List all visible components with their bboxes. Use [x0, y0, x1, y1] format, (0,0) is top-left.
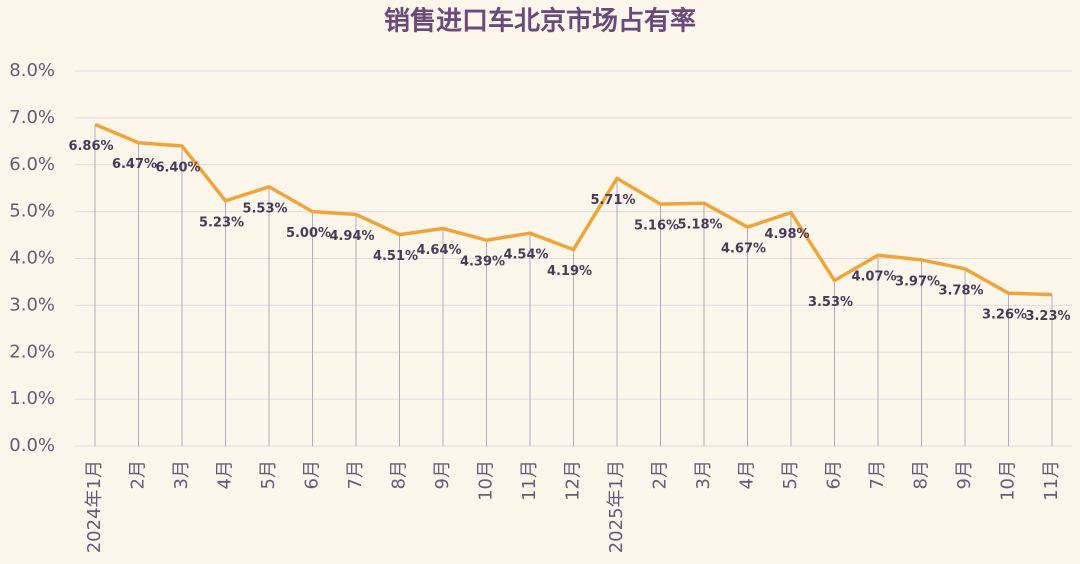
- x-tick-label: 8月: [911, 460, 932, 489]
- y-tick-label: 0.0%: [9, 435, 55, 456]
- data-label: 6.47%: [112, 157, 157, 172]
- data-label: 4.19%: [547, 264, 592, 279]
- data-label: 3.23%: [1025, 309, 1070, 324]
- x-tick-label: 5月: [258, 460, 279, 489]
- data-label: 4.94%: [329, 229, 374, 244]
- y-tick-label: 7.0%: [9, 107, 55, 128]
- data-label: 3.97%: [895, 274, 940, 289]
- data-label: 5.71%: [590, 193, 635, 208]
- y-tick-label: 3.0%: [9, 294, 55, 315]
- x-tick-label: 2月: [128, 460, 149, 489]
- data-label: 5.23%: [199, 215, 244, 230]
- chart-title: 销售进口车北京市场占有率: [384, 6, 696, 37]
- y-tick-label: 4.0%: [9, 248, 55, 269]
- x-tick-label: 7月: [867, 460, 888, 489]
- x-tick-label: 8月: [389, 460, 410, 489]
- data-label: 4.98%: [764, 227, 809, 242]
- x-tick-label: 2024年1月: [84, 460, 105, 553]
- data-label: 4.39%: [460, 255, 505, 270]
- data-label: 4.54%: [503, 248, 548, 263]
- data-label: 6.86%: [68, 139, 113, 154]
- x-tick-label: 7月: [345, 460, 366, 489]
- data-label: 5.00%: [286, 226, 331, 241]
- x-tick-label: 3月: [693, 460, 714, 489]
- x-tick-label: 2025年1月: [606, 460, 627, 553]
- x-tick-label: 9月: [954, 460, 975, 489]
- y-tick-label: 2.0%: [9, 341, 55, 362]
- x-tick-label: 11月: [1041, 460, 1062, 501]
- x-tick-label: 10月: [998, 460, 1019, 501]
- data-label: 6.40%: [155, 161, 200, 176]
- x-tick-label: 10月: [476, 460, 497, 501]
- data-label: 4.67%: [721, 242, 766, 257]
- data-label: 4.51%: [373, 249, 418, 264]
- x-tick-label: 5月: [780, 460, 801, 489]
- data-label: 4.64%: [416, 243, 461, 258]
- data-label: 3.26%: [982, 308, 1027, 323]
- data-label: 5.16%: [634, 219, 679, 234]
- x-tick-label: 11月: [519, 460, 540, 501]
- x-tick-label: 3月: [171, 460, 192, 489]
- x-tick-label: 2月: [650, 460, 671, 489]
- data-label: 5.53%: [242, 201, 287, 216]
- y-tick-label: 6.0%: [9, 154, 55, 175]
- x-tick-label: 9月: [432, 460, 453, 489]
- y-tick-label: 1.0%: [9, 388, 55, 409]
- y-tick-label: 8.0%: [9, 60, 55, 81]
- data-label: 3.53%: [808, 295, 853, 310]
- data-label: 3.78%: [938, 283, 983, 298]
- data-label: 5.18%: [677, 218, 722, 233]
- x-tick-label: 4月: [737, 460, 758, 489]
- x-tick-label: 4月: [215, 460, 236, 489]
- line: [94, 122, 1053, 297]
- x-tick-label: 6月: [824, 460, 845, 489]
- data-label: 4.07%: [851, 270, 896, 285]
- x-tick-label: 6月: [302, 460, 323, 489]
- y-tick-label: 5.0%: [9, 201, 55, 222]
- x-tick-label: 12月: [563, 460, 584, 501]
